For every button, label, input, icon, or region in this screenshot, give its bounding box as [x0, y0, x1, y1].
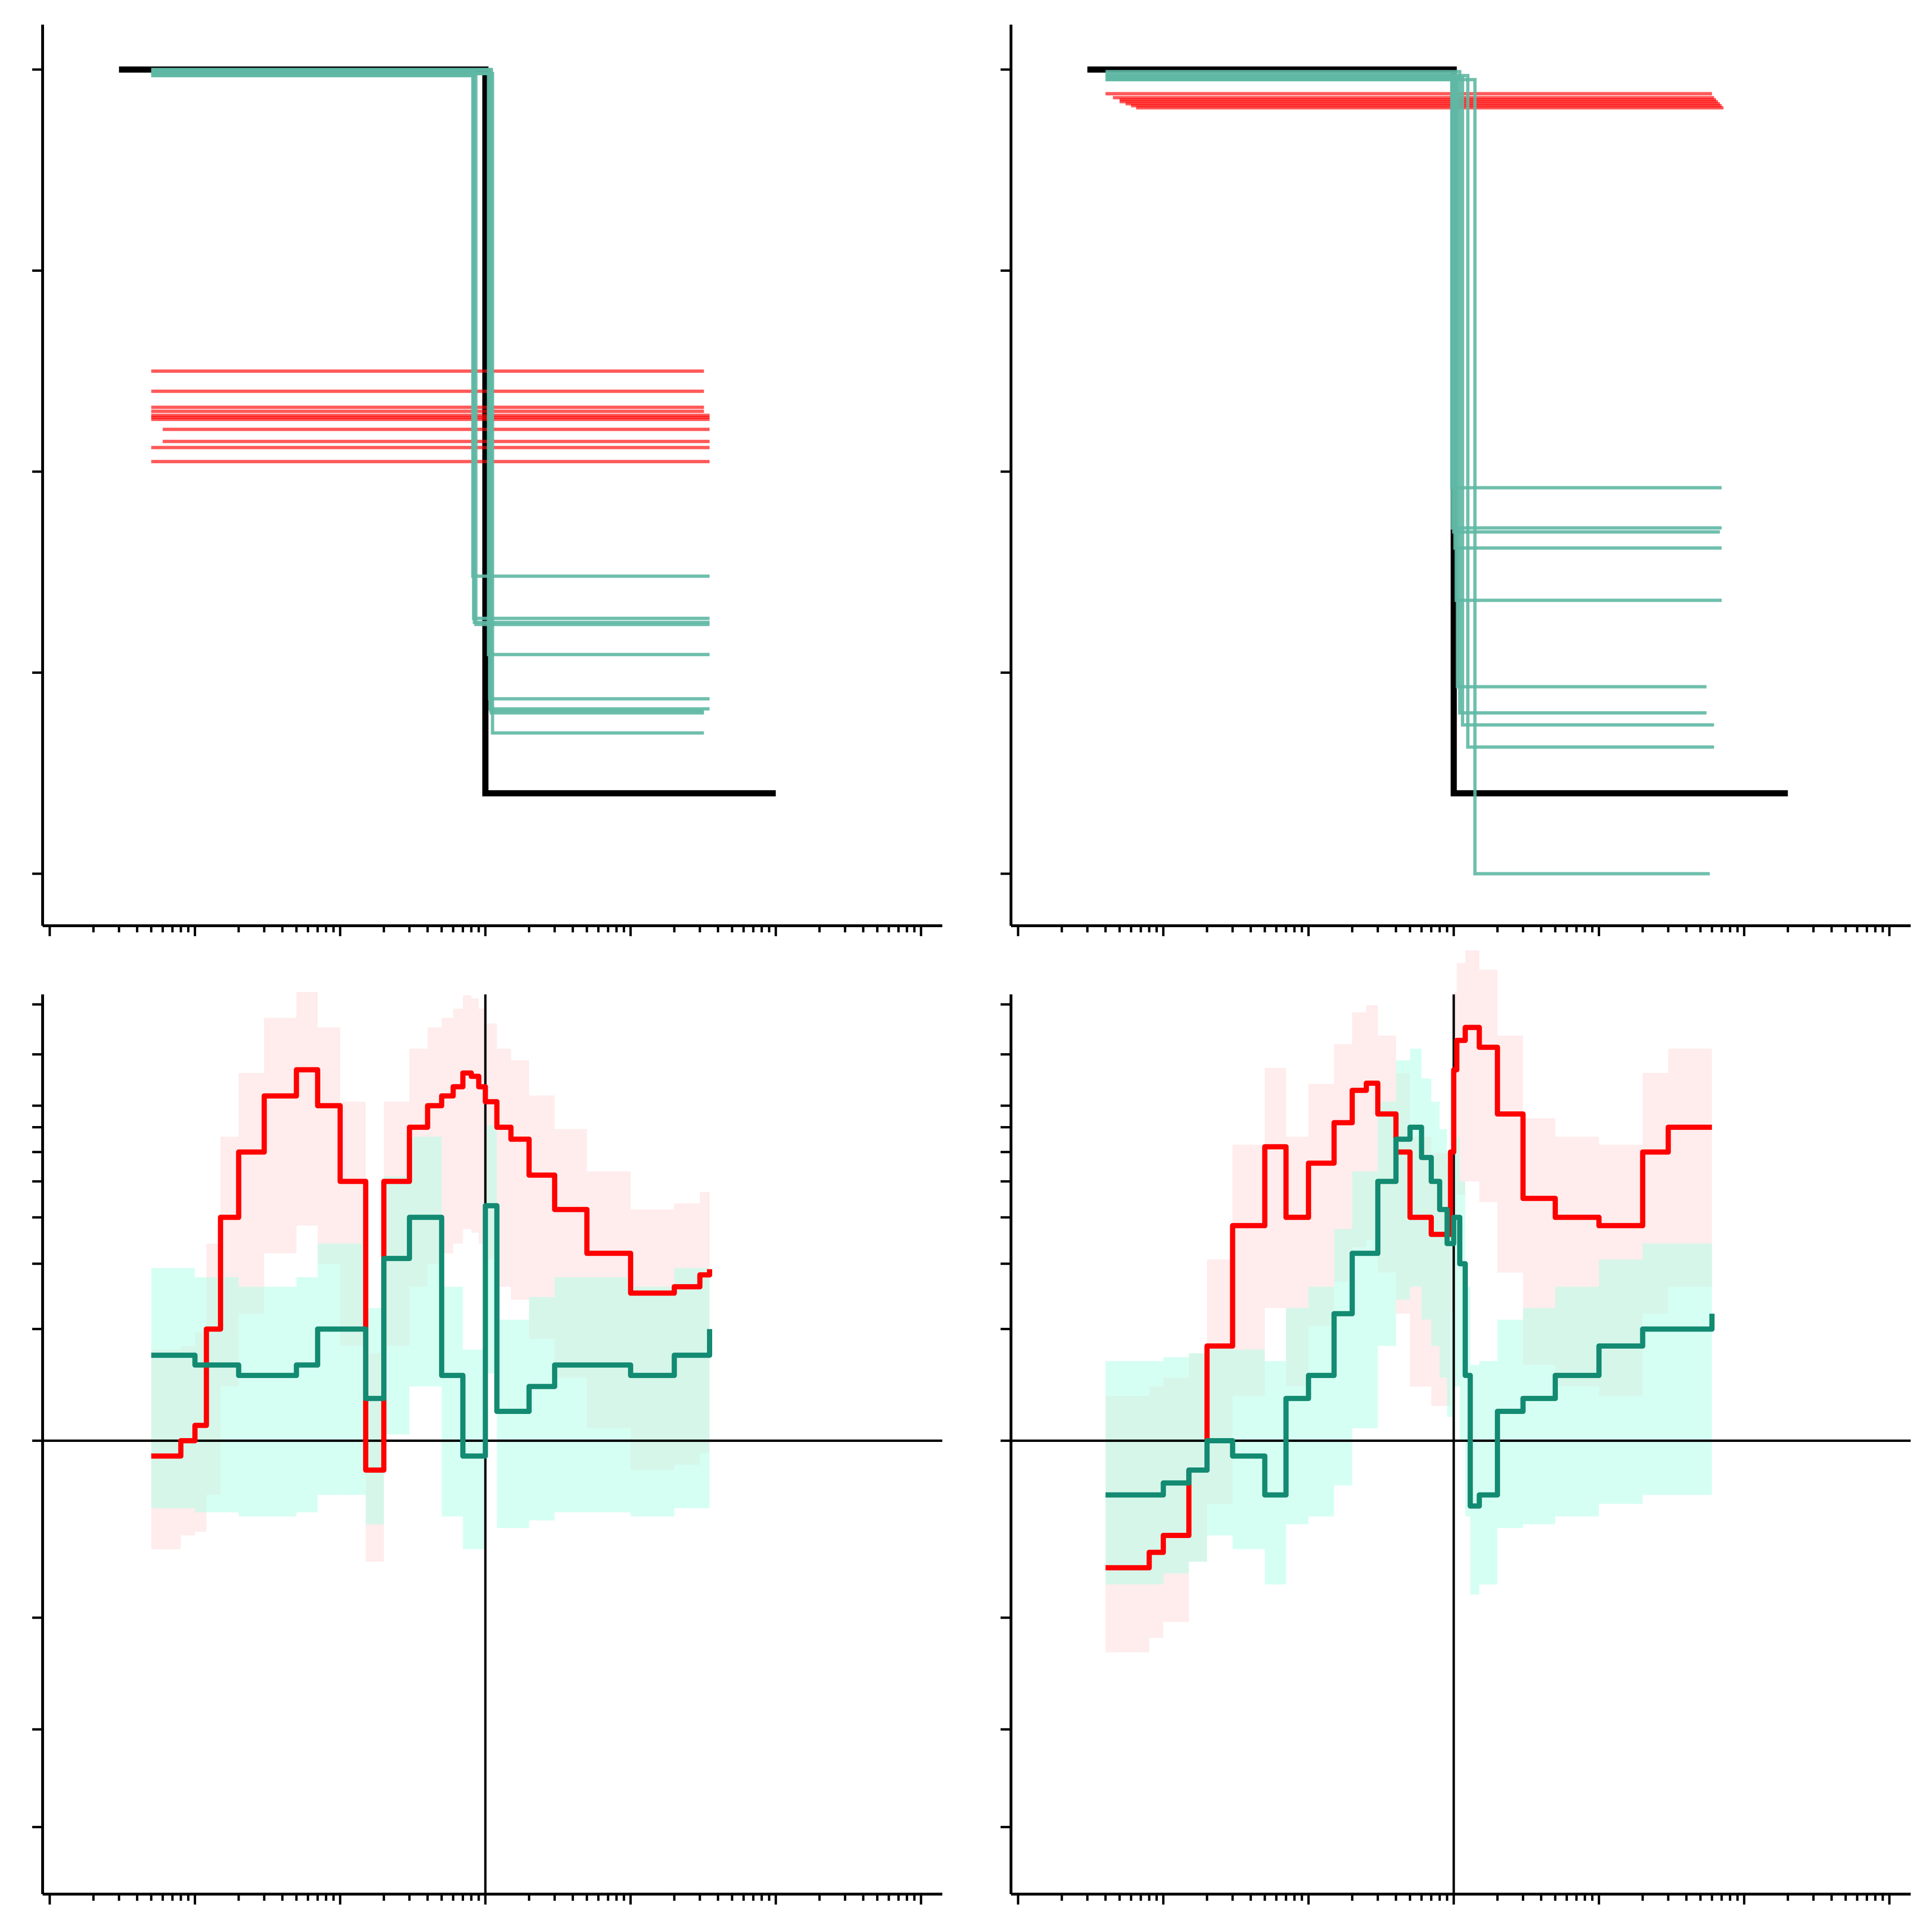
panel-bottom-left — [32, 992, 942, 1905]
teal-uncertainty-band — [1352, 1171, 1378, 1429]
teal-uncertainty-band — [238, 1287, 264, 1517]
panel-top-right — [1001, 25, 1911, 936]
teal-uncertainty-band — [1421, 1078, 1431, 1320]
teal-uncertainty-band — [264, 1287, 297, 1517]
red-uncertainty-band — [1308, 1083, 1334, 1326]
teal-uncertainty-band — [1599, 1259, 1643, 1504]
red-uncertainty-band — [1497, 1036, 1523, 1273]
panel-bottom-right — [1001, 950, 1911, 1905]
teal-uncertainty-band — [441, 1287, 463, 1517]
teal-ensemble-line — [1105, 78, 1710, 876]
teal-uncertainty-band — [195, 1277, 239, 1512]
teal-uncertainty-band — [1334, 1229, 1352, 1485]
red-uncertainty-band — [453, 1009, 463, 1244]
teal-uncertainty-band — [1286, 1308, 1309, 1525]
teal-uncertainty-band — [1497, 1319, 1523, 1529]
teal-uncertainty-band — [1377, 1101, 1396, 1346]
red-uncertainty-band — [296, 992, 318, 1226]
teal-uncertainty-band — [1163, 1357, 1189, 1574]
teal-uncertainty-band — [1105, 1361, 1163, 1584]
panel-top-left — [32, 25, 942, 936]
teal-uncertainty-band — [511, 1319, 529, 1529]
teal-uncertainty-band — [151, 1268, 195, 1508]
teal-uncertainty-band — [463, 1350, 485, 1549]
red-uncertainty-band — [463, 995, 472, 1229]
teal-uncertainty-band — [1454, 1136, 1460, 1387]
teal-mean-line — [151, 1203, 712, 1459]
teal-uncertainty-band — [555, 1277, 587, 1512]
teal-ensemble-line — [1105, 70, 1707, 715]
teal-uncertainty-band — [1523, 1308, 1556, 1525]
teal-mean-line — [1105, 1125, 1715, 1509]
teal-uncertainty-band — [296, 1277, 318, 1512]
teal-uncertainty-band — [384, 1176, 410, 1435]
teal-uncertainty-band — [1440, 1129, 1447, 1378]
teal-uncertainty-band — [491, 1125, 497, 1374]
teal-uncertainty-band — [1459, 1181, 1466, 1441]
teal-ensemble-line — [1105, 76, 1714, 727]
red-uncertainty-band — [264, 1018, 297, 1253]
red-mean-line — [151, 1067, 712, 1473]
red-uncertainty-band — [511, 1060, 529, 1300]
teal-uncertainty-band — [1479, 1361, 1498, 1584]
red-mean-line — [1105, 1025, 1712, 1571]
teal-uncertainty-band — [340, 1243, 366, 1495]
teal-uncertainty-band — [1308, 1287, 1334, 1517]
teal-uncertainty-band — [317, 1243, 340, 1495]
red-uncertainty-band — [1465, 950, 1480, 1181]
teal-uncertainty-band — [1642, 1243, 1712, 1495]
red-uncertainty-band — [238, 1073, 264, 1314]
teal-uncertainty-band — [674, 1268, 710, 1508]
teal-uncertainty-band — [366, 1308, 384, 1525]
red-uncertainty-band — [441, 1018, 453, 1253]
teal-uncertainty-band — [529, 1297, 555, 1521]
red-uncertainty-band — [478, 1009, 485, 1244]
teal-uncertainty-band — [1265, 1361, 1286, 1584]
teal-uncertainty-band — [1555, 1287, 1599, 1517]
red-uncertainty-band — [1265, 1068, 1286, 1308]
teal-uncertainty-band — [630, 1287, 674, 1517]
teal-ensemble-line — [1105, 74, 1714, 749]
red-uncertainty-band — [471, 998, 479, 1233]
teal-uncertainty-band — [1189, 1353, 1207, 1562]
teal-uncertainty-band — [1232, 1350, 1265, 1549]
teal-ensemble-line — [151, 72, 704, 735]
red-uncertainty-band — [317, 1027, 340, 1264]
teal-ensemble-line — [151, 74, 710, 626]
teal-uncertainty-band — [587, 1277, 631, 1512]
teal-uncertainty-band — [409, 1136, 442, 1387]
red-uncertainty-band — [1479, 969, 1498, 1202]
